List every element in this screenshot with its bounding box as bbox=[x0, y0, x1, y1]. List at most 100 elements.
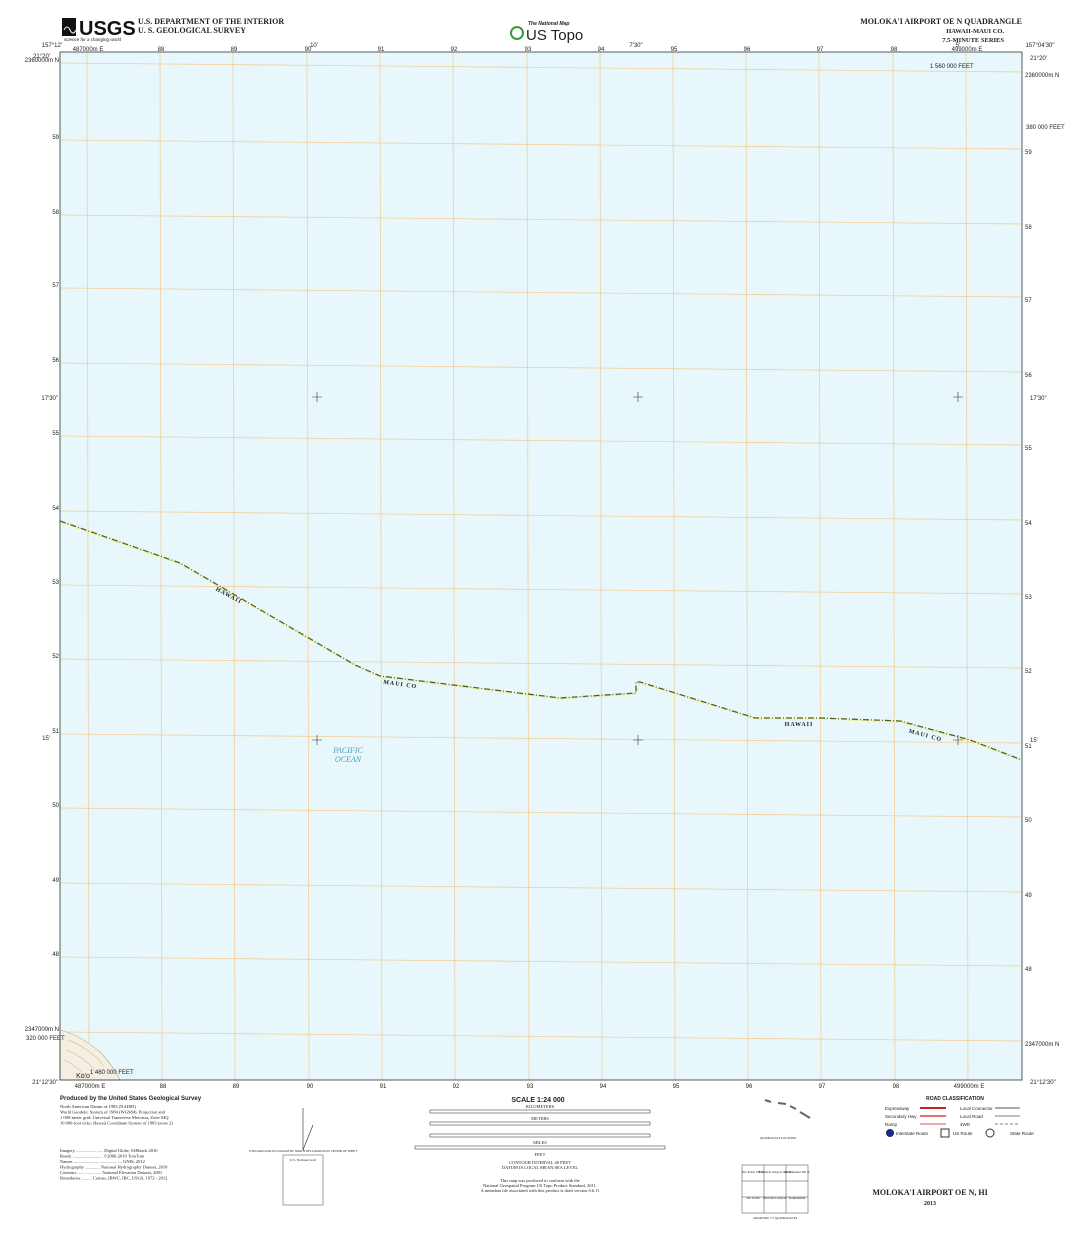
northing-label: 51 bbox=[52, 729, 59, 735]
county-boundary bbox=[59, 520, 1023, 761]
program: The National Map bbox=[528, 21, 569, 27]
graticule-tick bbox=[312, 392, 322, 402]
arrow-line bbox=[302, 1124, 314, 1151]
road-type: Secondary Hwy bbox=[885, 1114, 917, 1119]
contour-note: CONTOUR INTERVAL 40 FEET bbox=[509, 1160, 571, 1165]
quad-name: Ilio Point bbox=[746, 1196, 759, 1200]
source-note: Names ..................................… bbox=[60, 1159, 145, 1165]
shield-type: US Route bbox=[953, 1131, 973, 1136]
northing-line bbox=[59, 733, 1023, 744]
scale-units: METERS bbox=[531, 1116, 549, 1121]
northing-label: 52 bbox=[1025, 669, 1032, 675]
graticule-tick bbox=[953, 392, 963, 402]
northing-label: 59 bbox=[1025, 150, 1032, 156]
easting-label: 90 bbox=[307, 1084, 314, 1090]
department: U.S. DEPARTMENT OF THE INTERIOR bbox=[138, 17, 284, 26]
easting-label: 91 bbox=[380, 1084, 387, 1090]
scale-bar bbox=[414, 1145, 666, 1150]
edge-label: 21°20' bbox=[1030, 56, 1047, 62]
northing-label: 2360000m N bbox=[1025, 73, 1059, 79]
source-note: Boundaries ......... Census, IBWC, IBC, … bbox=[60, 1176, 167, 1182]
easting-label: 92 bbox=[451, 47, 458, 53]
easting-line bbox=[86, 51, 90, 1081]
road-title: ROAD CLASSIFICATION bbox=[926, 1096, 984, 1102]
shield-type: Interstate Route bbox=[896, 1131, 929, 1136]
land bbox=[59, 1029, 121, 1081]
easting-label: 88 bbox=[160, 1084, 167, 1090]
edge-label: 10' bbox=[310, 43, 318, 49]
scale-units: KILOMETERS bbox=[526, 1104, 555, 1109]
quad-title: MOLOKA'I AIRPORT OE N QUADRANGLE bbox=[860, 17, 1022, 26]
location-map bbox=[764, 1099, 811, 1119]
sheet-name: MOLOKA'I AIRPORT OE N, HI bbox=[872, 1188, 987, 1197]
north-arrow bbox=[302, 1108, 314, 1151]
northing-label: 48 bbox=[52, 952, 59, 958]
northing-line bbox=[59, 139, 1023, 150]
logo-wave bbox=[63, 26, 77, 34]
easting-label: 88 bbox=[158, 47, 165, 53]
scale-units: FEET bbox=[535, 1152, 546, 1157]
easting-label: 98 bbox=[893, 1084, 900, 1090]
northing-label: 2360000m N bbox=[25, 58, 59, 64]
topo-logo bbox=[510, 26, 524, 40]
northing-line bbox=[59, 1031, 1023, 1042]
quad-name: Kaunakakai bbox=[789, 1196, 806, 1200]
northing-line bbox=[59, 510, 1023, 521]
map-label: HAWAII bbox=[785, 722, 814, 728]
declination-note: UTM GRID AND 2013 MAGNETIC NORTH DECLINA… bbox=[249, 1149, 357, 1153]
credit: Produced by the United States Geological… bbox=[60, 1096, 202, 1102]
compliance-note: National Geospatial Program US Topo Prod… bbox=[483, 1183, 597, 1189]
easting-line bbox=[745, 51, 749, 1081]
datum-note: World Geodetic System of 1984 (WGS84). P… bbox=[60, 1110, 166, 1115]
source-note: Contours ..................... National … bbox=[60, 1170, 162, 1176]
northing-label: 49 bbox=[52, 878, 59, 884]
edge-label: 15' bbox=[42, 736, 50, 742]
easting-line bbox=[452, 51, 456, 1081]
grid-zone: U.S. National Grid bbox=[290, 1158, 317, 1162]
northing-label: 49 bbox=[1025, 893, 1032, 899]
northing-line bbox=[59, 362, 1023, 373]
edge-label: 1 560 000 FEET bbox=[930, 64, 974, 70]
logo-mark bbox=[62, 18, 76, 36]
northing-label: 53 bbox=[1025, 595, 1032, 601]
easting-line bbox=[306, 51, 310, 1081]
northing-label: 54 bbox=[1025, 521, 1032, 527]
northing-label: 52 bbox=[52, 654, 59, 660]
easting-label: 96 bbox=[746, 1084, 753, 1090]
northing-line bbox=[59, 956, 1023, 967]
easting-label: 487000m E bbox=[75, 1084, 106, 1090]
edge-label: 380 000 FEET bbox=[1026, 125, 1065, 131]
easting-label: 98 bbox=[891, 47, 898, 53]
northing-label: 56 bbox=[52, 358, 59, 364]
road-type: 4WD bbox=[960, 1122, 971, 1127]
northing-line bbox=[59, 435, 1023, 446]
northing-label: 57 bbox=[1025, 298, 1032, 304]
us-shield bbox=[940, 1128, 950, 1138]
scale-units: MILES bbox=[533, 1140, 547, 1145]
grid-zone-box bbox=[282, 1154, 324, 1206]
state: HAWAII-MAUI CO. bbox=[946, 28, 1004, 35]
northing-label: 54 bbox=[52, 506, 59, 512]
easting-line bbox=[526, 51, 530, 1081]
contours bbox=[63, 1039, 105, 1079]
easting-label: 94 bbox=[600, 1084, 607, 1090]
northing-line bbox=[59, 882, 1023, 893]
datum-note: 10 000-foot ticks: Hawaii Coordinate Sys… bbox=[60, 1121, 173, 1126]
scale: SCALE 1:24 000 bbox=[511, 1097, 564, 1104]
graticule-tick bbox=[312, 735, 322, 745]
scale-bar bbox=[429, 1121, 651, 1126]
northing-line bbox=[59, 214, 1023, 225]
easting-label: 95 bbox=[671, 47, 678, 53]
road-type: Ramp bbox=[885, 1122, 898, 1127]
northing-label: 55 bbox=[52, 431, 59, 437]
northing-label: 2347000m N bbox=[25, 1027, 59, 1033]
edge-label: 21°12'30" bbox=[32, 1080, 58, 1086]
easting-label: 93 bbox=[527, 1084, 534, 1090]
easting-line bbox=[599, 51, 603, 1081]
easting-label: 97 bbox=[819, 1084, 826, 1090]
edge-label: 157°12' bbox=[42, 43, 62, 49]
easting-line bbox=[159, 51, 163, 1081]
edge-label: 21°20' bbox=[33, 54, 50, 60]
datum-note: 1 000-meter grid: Universal Transverse M… bbox=[60, 1115, 169, 1121]
easting-label: 91 bbox=[378, 47, 385, 53]
